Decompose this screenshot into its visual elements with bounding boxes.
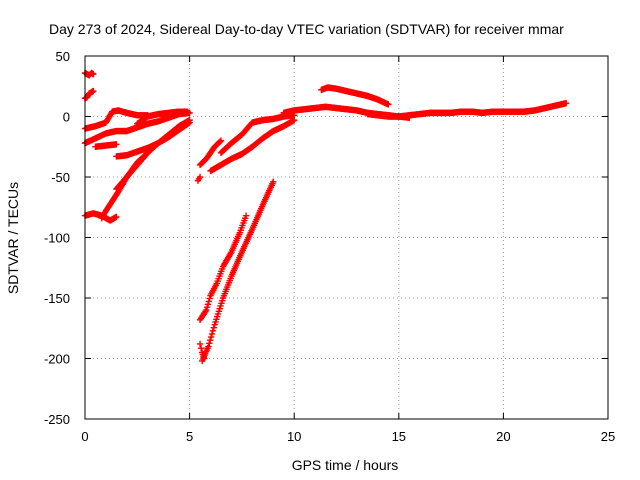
series-arc-15 — [196, 212, 250, 323]
data-point — [562, 99, 570, 107]
series-arc-9 — [113, 116, 193, 193]
data-point — [90, 70, 97, 78]
x-axis-label: GPS time / hours — [292, 457, 399, 473]
data-point — [217, 137, 225, 144]
y-tick-label: -150 — [44, 291, 70, 306]
series-arc-14 — [217, 112, 298, 156]
y-tick-label: 0 — [63, 110, 70, 125]
data-point — [242, 212, 250, 219]
data-point — [210, 324, 218, 331]
data-point — [197, 345, 205, 352]
chart-title: Day 273 of 2024, Sidereal Day-to-day VTE… — [49, 21, 564, 37]
data-point — [209, 327, 217, 335]
data-point — [202, 308, 209, 315]
data-point — [207, 336, 214, 344]
data-point — [216, 138, 224, 145]
series-arc-13 — [207, 116, 298, 175]
data-point — [270, 178, 277, 186]
y-tick-label: 50 — [56, 49, 70, 64]
data-point — [90, 87, 97, 95]
data-points — [81, 69, 570, 365]
x-tick-label: 5 — [186, 429, 193, 444]
series-arc-10 — [134, 108, 191, 127]
series-arc-7 — [92, 141, 120, 150]
data-point — [204, 301, 212, 308]
series-arc-5 — [81, 109, 193, 147]
data-point — [196, 173, 204, 181]
y-tick-label: -250 — [44, 412, 70, 427]
series-arc-17 — [196, 340, 208, 362]
data-point — [205, 343, 212, 350]
data-point — [113, 141, 120, 148]
data-point — [203, 303, 211, 311]
x-tick-label: 0 — [81, 429, 88, 444]
data-point — [207, 333, 215, 341]
data-point — [113, 213, 120, 221]
data-point — [201, 355, 208, 362]
data-point — [186, 116, 193, 124]
x-tick-label: 25 — [601, 429, 615, 444]
data-point — [385, 101, 392, 108]
x-tick-labels: 0 5 10 15 20 25 — [81, 429, 615, 444]
data-point — [196, 340, 204, 348]
plot-frame — [84, 55, 609, 420]
x-tick-label: 15 — [392, 429, 406, 444]
series-arc-19 — [318, 84, 392, 108]
data-point — [208, 330, 216, 338]
data-point — [206, 295, 213, 302]
series-arc-12 — [196, 137, 225, 169]
x-tick-label: 20 — [496, 429, 510, 444]
y-tick-label: -50 — [51, 170, 70, 185]
data-point — [203, 306, 210, 314]
y-tick-labels: 50 0 -50 -100 -150 -200 -250 — [44, 49, 70, 427]
series-arc-20 — [364, 99, 570, 120]
y-tick-label: -100 — [44, 231, 70, 246]
y-tick-label: -200 — [44, 352, 70, 367]
data-point — [206, 340, 213, 347]
x-tick-label: 10 — [287, 429, 301, 444]
data-point — [205, 298, 213, 305]
y-axis-label: SDTVAR / TECUs — [5, 182, 21, 294]
series-arc-11 — [194, 173, 204, 184]
data-point — [184, 108, 191, 115]
